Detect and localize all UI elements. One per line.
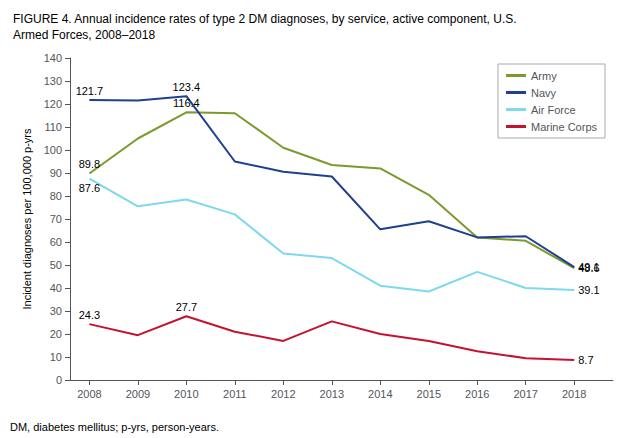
svg-text:39.1: 39.1	[578, 284, 599, 296]
svg-text:27.7: 27.7	[176, 301, 197, 313]
svg-text:87.6: 87.6	[79, 182, 100, 194]
svg-text:60: 60	[50, 236, 62, 248]
svg-text:130: 130	[44, 75, 62, 87]
svg-text:116.4: 116.4	[173, 97, 200, 109]
svg-text:DM, diabetes mellitus; p-yrs,: DM, diabetes mellitus; p-yrs, person-yea…	[10, 421, 219, 433]
svg-text:40: 40	[50, 282, 62, 294]
svg-text:FIGURE 4. Annual incidence rat: FIGURE 4. Annual incidence rates of type…	[13, 12, 517, 26]
svg-text:2009: 2009	[126, 388, 150, 400]
svg-text:2008: 2008	[77, 388, 101, 400]
svg-text:49.1: 49.1	[578, 261, 599, 273]
svg-text:123.4: 123.4	[173, 81, 201, 93]
svg-text:10: 10	[50, 351, 62, 363]
svg-text:2018: 2018	[562, 388, 586, 400]
svg-text:2012: 2012	[271, 388, 295, 400]
svg-text:Marine Corps: Marine Corps	[531, 121, 598, 133]
svg-text:2016: 2016	[465, 388, 489, 400]
svg-text:2017: 2017	[513, 388, 537, 400]
svg-text:50: 50	[50, 259, 62, 271]
svg-text:120: 120	[44, 98, 62, 110]
svg-text:80: 80	[50, 190, 62, 202]
svg-text:110: 110	[44, 121, 62, 133]
svg-text:Navy: Navy	[531, 87, 557, 99]
svg-text:89.8: 89.8	[79, 158, 100, 170]
svg-text:2013: 2013	[320, 388, 344, 400]
svg-text:2011: 2011	[223, 388, 247, 400]
svg-text:2014: 2014	[368, 388, 392, 400]
svg-text:121.7: 121.7	[76, 85, 104, 97]
svg-text:Armed Forces, 2008–2018: Armed Forces, 2008–2018	[13, 28, 155, 42]
svg-text:8.7: 8.7	[578, 354, 593, 366]
svg-text:2010: 2010	[174, 388, 198, 400]
svg-text:0: 0	[56, 374, 62, 386]
svg-text:2015: 2015	[417, 388, 441, 400]
svg-text:24.3: 24.3	[79, 309, 100, 321]
svg-text:70: 70	[50, 213, 62, 225]
svg-text:Army: Army	[531, 70, 557, 82]
svg-text:100: 100	[44, 144, 62, 156]
svg-text:20: 20	[50, 328, 62, 340]
svg-text:30: 30	[50, 305, 62, 317]
svg-text:90: 90	[50, 167, 62, 179]
svg-text:Air Force: Air Force	[531, 104, 576, 116]
svg-text:Incident diagnoses per 100,000: Incident diagnoses per 100,000 p-yrs	[21, 128, 33, 310]
svg-text:140: 140	[44, 52, 62, 64]
